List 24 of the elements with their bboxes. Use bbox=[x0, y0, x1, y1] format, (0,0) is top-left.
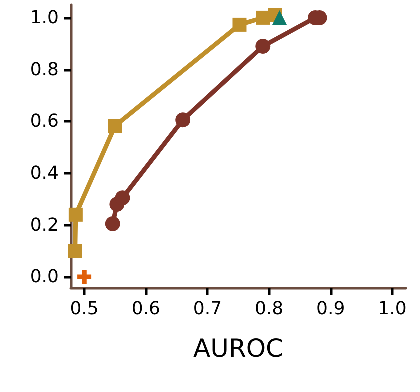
x-tick-label: 0.5 bbox=[70, 298, 99, 320]
point bbox=[256, 10, 270, 25]
x-tick-label: 0.9 bbox=[316, 298, 346, 320]
x-axis-title: AUROC bbox=[194, 334, 284, 363]
point bbox=[272, 10, 288, 26]
point bbox=[176, 112, 191, 128]
y-tick-label: 0.4 bbox=[30, 162, 59, 184]
point bbox=[68, 208, 83, 222]
y-tick-label: 0.2 bbox=[30, 214, 59, 236]
y-tick-label: 0.6 bbox=[30, 111, 59, 132]
point bbox=[68, 244, 82, 258]
x-tick-label: 1.0 bbox=[378, 298, 407, 320]
point bbox=[256, 38, 271, 54]
point bbox=[232, 18, 247, 32]
y-tick-label: 0.8 bbox=[30, 59, 59, 80]
x-tick-label: 0.8 bbox=[254, 298, 284, 320]
y-tick-label: 0.0 bbox=[30, 266, 59, 288]
point bbox=[78, 270, 92, 284]
x-tick-label: 0.7 bbox=[193, 298, 222, 320]
point bbox=[115, 190, 130, 206]
y-tick-label: 1.0 bbox=[30, 7, 59, 28]
x-tick-label: 0.6 bbox=[132, 298, 160, 320]
point bbox=[105, 216, 120, 232]
point bbox=[108, 119, 122, 134]
